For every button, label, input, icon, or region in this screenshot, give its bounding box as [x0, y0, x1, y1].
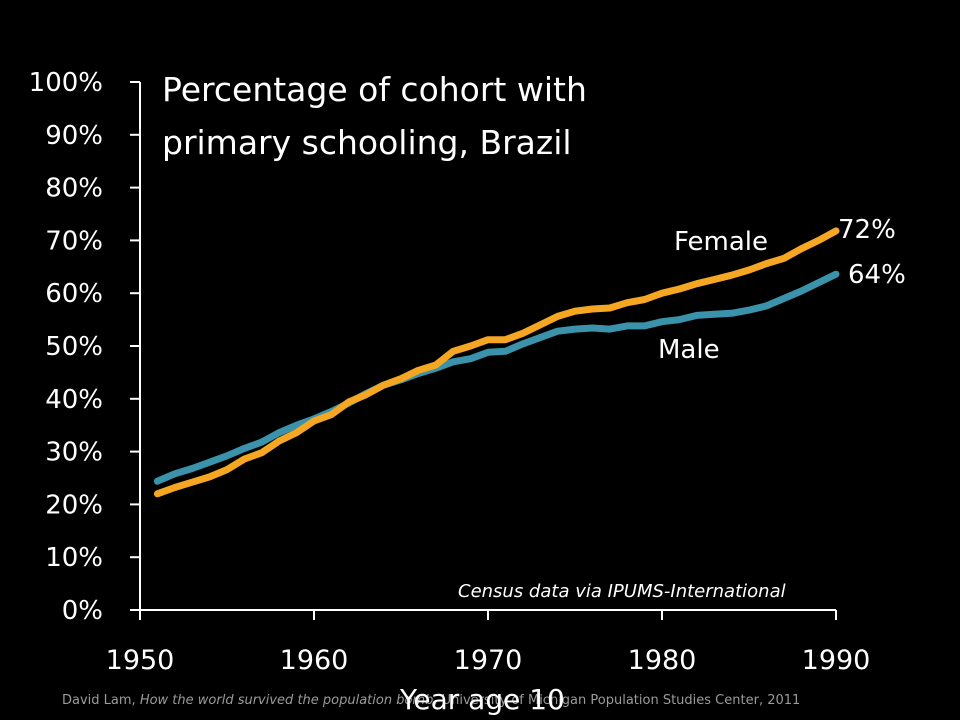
y-tick-labels: 0% 10% 20% 30% 40% 50% 60% 70% 80% 90% 100%: [29, 68, 103, 626]
y-tick-label: 70%: [45, 226, 103, 256]
x-tick-label: 1950: [106, 645, 175, 676]
y-tick-label: 60%: [45, 279, 103, 309]
series-lines: [153, 227, 840, 498]
y-tick-label: 90%: [45, 121, 103, 151]
female-end-value-label: 72%: [838, 215, 896, 245]
y-tick-label: 20%: [45, 490, 103, 520]
y-tick-label: 30%: [45, 438, 103, 468]
axes: [130, 81, 837, 620]
x-axis-label: Year age 10: [400, 683, 565, 716]
footer-work-title: How the world survived the population bo…: [139, 693, 434, 708]
y-tick-label: 100%: [29, 68, 103, 98]
male-series-label: Male: [658, 335, 720, 365]
x-tick-labels: 1950 1960 1970 1980 1990: [106, 645, 871, 676]
male-series-line: [153, 270, 840, 485]
chart-title-line-2: primary schooling, Brazil: [162, 123, 572, 162]
footer-author: David Lam,: [62, 693, 140, 708]
x-tick-label: 1990: [802, 645, 871, 676]
chart-title-line-1: Percentage of cohort with: [162, 70, 587, 109]
x-tick-label: 1960: [280, 645, 349, 676]
y-tick-label: 10%: [45, 543, 103, 573]
y-tick-label: 0%: [62, 596, 103, 626]
y-tick-label: 50%: [45, 332, 103, 362]
x-tick-label: 1970: [454, 645, 523, 676]
female-series-line: [153, 227, 840, 498]
x-tick-label: 1980: [628, 645, 697, 676]
y-tick-label: 40%: [45, 385, 103, 415]
female-series-label: Female: [674, 227, 769, 257]
footer-credit: David Lam, How the world survived the po…: [62, 693, 800, 708]
footer-affiliation: , University of Michigan Population Stud…: [433, 693, 801, 708]
male-end-value-label: 64%: [848, 260, 906, 290]
source-note: Census data via IPUMS-International: [458, 581, 786, 602]
y-tick-label: 80%: [45, 174, 103, 204]
